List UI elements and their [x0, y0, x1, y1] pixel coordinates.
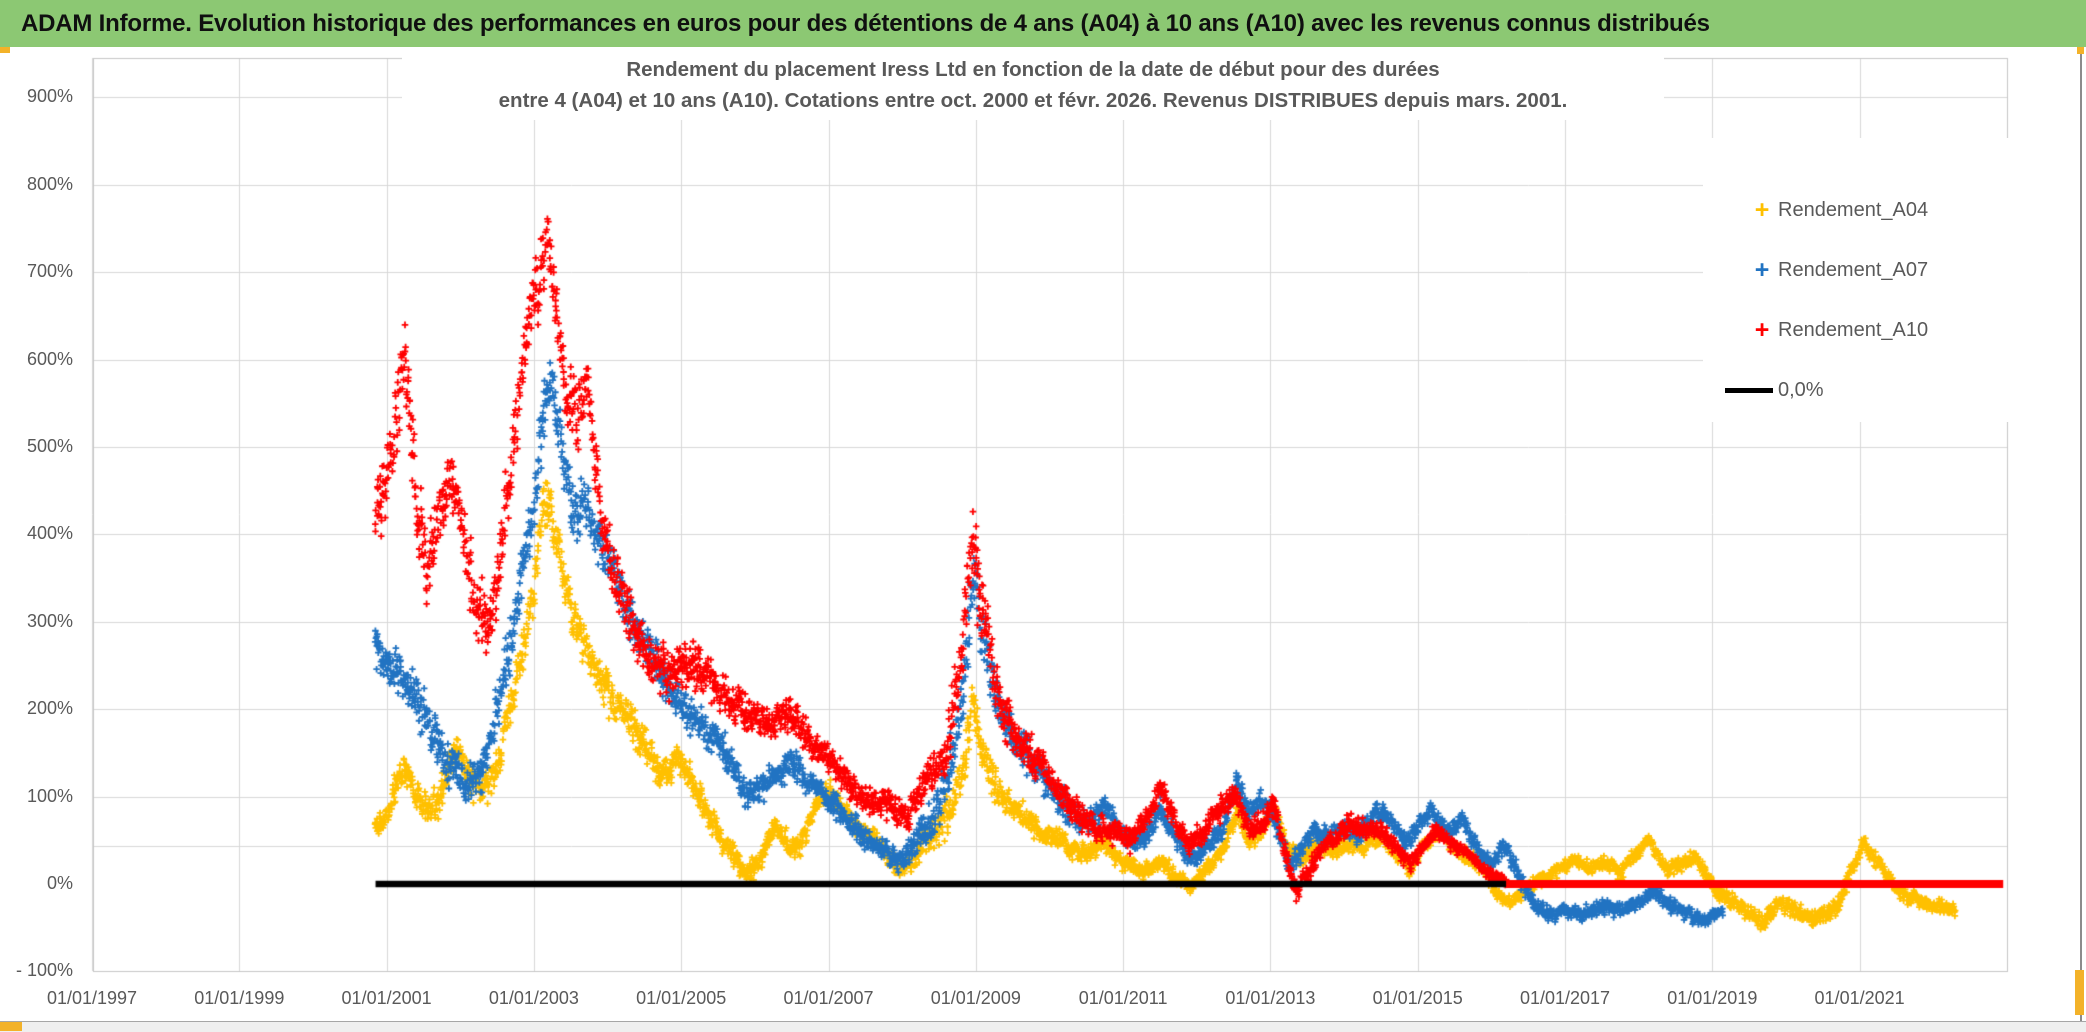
- y-axis-label: 100%: [26, 785, 73, 806]
- x-axis-label: 01/01/2009: [930, 988, 1021, 1008]
- x-axis-label: 01/01/2005: [636, 988, 727, 1008]
- amber-accent-bottom-right: [2075, 970, 2084, 1015]
- x-axis-label: 01/01/2007: [783, 988, 874, 1008]
- legend-item-rendement-a04[interactable]: + Rendement_A04: [1703, 190, 2078, 230]
- y-axis-label: 200%: [26, 698, 73, 719]
- legend-item-rendement-a10[interactable]: + Rendement_A10: [1703, 310, 2078, 350]
- y-axis-label: 400%: [26, 523, 73, 544]
- x-axis-label: 01/01/1999: [194, 988, 285, 1008]
- chart-title: Rendement du placement Iress Ltd en fonc…: [402, 54, 1664, 120]
- plus-marker-icon: +: [1754, 256, 1770, 284]
- x-axis-label: 01/01/2015: [1372, 988, 1463, 1008]
- window-header-title: ADAM Informe. Evolution historique des p…: [21, 9, 1710, 37]
- chart-title-line-2: entre 4 (A04) et 10 ans (A10). Cotations…: [498, 89, 1568, 112]
- amber-accent-bottom-left: [0, 1022, 22, 1031]
- chart-title-line-1: Rendement du placement Iress Ltd en fonc…: [626, 58, 1440, 81]
- x-axis-label: 01/01/2001: [341, 988, 432, 1008]
- x-axis-label: 01/01/1997: [46, 988, 138, 1008]
- y-axis-label: 900%: [26, 86, 73, 107]
- x-axis-label: 01/01/2019: [1667, 988, 1758, 1008]
- amber-accent-top-left: [0, 47, 10, 53]
- legend-item-zero-line[interactable]: 0,0%: [1703, 370, 2078, 410]
- y-axis-label: 500%: [26, 436, 73, 456]
- y-axis-label: 800%: [26, 173, 73, 194]
- y-axis-label: 0%: [46, 873, 73, 893]
- legend-label: Rendement_A07: [1778, 258, 1929, 281]
- y-axis-label: 600%: [26, 348, 73, 369]
- window-header: ADAM Informe. Evolution historique des p…: [0, 0, 2086, 47]
- x-axis-label: 01/01/2017: [1519, 988, 1611, 1008]
- line-swatch-icon: [1725, 387, 1773, 393]
- window-bottom-strip[interactable]: [0, 1021, 2086, 1032]
- chart-legend: + Rendement_A04 + Rendement_A07 + Rendem…: [1703, 138, 2078, 422]
- plus-marker-icon: +: [1754, 316, 1770, 344]
- y-axis-label: - 100%: [15, 960, 73, 981]
- x-axis-label: 01/01/2021: [1814, 988, 1905, 1008]
- plus-marker-icon: +: [1754, 196, 1770, 224]
- x-axis-label: 01/01/2013: [1225, 988, 1316, 1008]
- legend-item-rendement-a07[interactable]: + Rendement_A07: [1703, 250, 2078, 290]
- x-axis-label: 01/01/2011: [1078, 988, 1168, 1008]
- y-axis-label: 300%: [26, 610, 73, 631]
- legend-label: Rendement_A04: [1778, 198, 1929, 221]
- legend-label: Rendement_A10: [1778, 318, 1929, 341]
- y-axis-label: 700%: [26, 261, 73, 282]
- legend-label: 0,0%: [1778, 378, 1824, 401]
- x-axis-label: 01/01/2003: [488, 988, 579, 1008]
- window-right-edge: [2080, 0, 2082, 1031]
